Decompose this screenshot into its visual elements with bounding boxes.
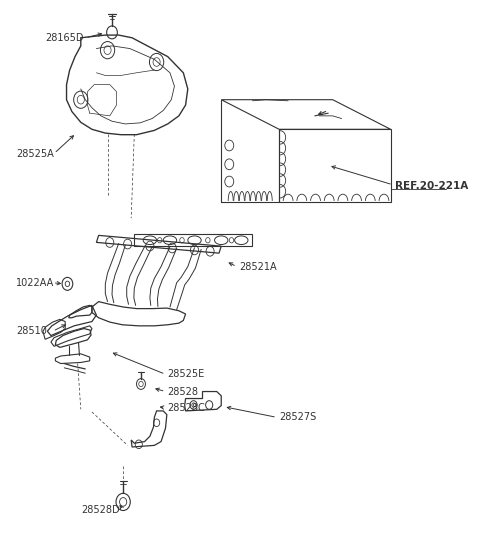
Text: 28525E: 28525E: [168, 369, 205, 379]
Text: 28528C: 28528C: [168, 403, 205, 413]
Text: REF.20-221A: REF.20-221A: [395, 181, 468, 191]
Text: 28521A: 28521A: [239, 262, 276, 271]
Text: 28525A: 28525A: [16, 149, 54, 158]
Text: 28527S: 28527S: [279, 412, 316, 422]
Text: 28510: 28510: [16, 326, 47, 336]
Text: 28165D: 28165D: [45, 33, 84, 43]
Text: 28528: 28528: [168, 387, 199, 397]
Text: 1022AA: 1022AA: [16, 278, 54, 288]
Text: 28528D: 28528D: [81, 505, 120, 515]
